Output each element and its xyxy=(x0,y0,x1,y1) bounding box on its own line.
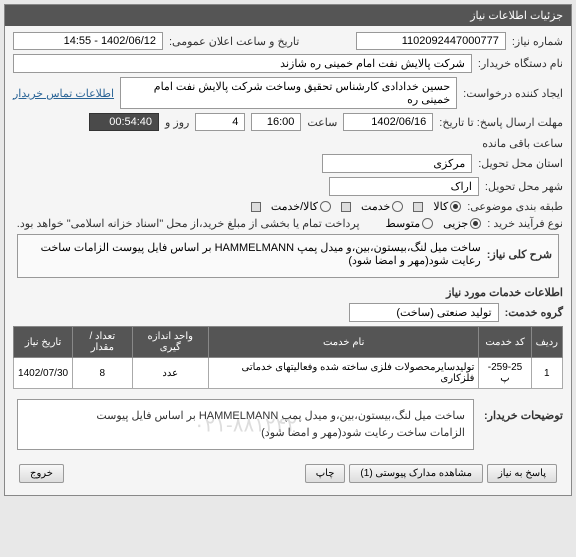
buyer-note-content: ساخت میل لنگ،بیستون،بین،و میدل پمپ HAMME… xyxy=(26,408,465,441)
print-button[interactable]: چاپ xyxy=(305,464,346,483)
purchase-note: پرداخت تمام یا بخشی از مبلغ خرید،از محل … xyxy=(17,217,360,230)
services-title: اطلاعات خدمات مورد نیاز xyxy=(13,282,563,303)
main-panel: جزئیات اطلاعات نیاز شماره نیاز: 11020924… xyxy=(4,4,572,496)
reply-button[interactable]: پاسخ به نیاز xyxy=(487,464,557,483)
requester-label: ایجاد کننده درخواست: xyxy=(463,87,563,100)
radio-medium-label: متوسط xyxy=(386,217,421,230)
buyer-note-line1: ساخت میل لنگ،بیستون،بین،و میدل پمپ HAMME… xyxy=(26,408,465,425)
need-number-label: شماره نیاز: xyxy=(512,35,563,48)
td-name: تولیدسایرمحصولات فلزی ساخته شده وفعالیته… xyxy=(208,358,479,389)
service-group-label: گروه خدمت: xyxy=(505,306,563,319)
row-buyer: نام دستگاه خریدار: شرکت پالایش نفت امام … xyxy=(13,54,563,73)
radio-service-label: خدمت xyxy=(361,200,390,213)
th-code: کد خدمت xyxy=(479,327,531,358)
box-icon-3 xyxy=(251,202,261,212)
radio-goods-service-icon xyxy=(320,201,331,212)
row-province: استان محل تحویل: مرکزی xyxy=(13,154,563,173)
row-buyer-note: توضیحات خریدار: ۰۲۱-۸۸۱۲۴۲ ساخت میل لنگ،… xyxy=(13,395,563,454)
radio-service-icon xyxy=(392,201,403,212)
td-code: 259-25-پ xyxy=(479,358,531,389)
purchase-radio-group: جزیی متوسط xyxy=(386,217,482,230)
need-number-field: 1102092447000777 xyxy=(356,32,506,50)
general-desc-section: شرح کلی نیاز: ساخت میل لنگ،بیستون،بین،و … xyxy=(17,234,559,278)
remaining-time-field: 00:54:40 xyxy=(89,113,159,131)
attachments-button[interactable]: مشاهده مدارک پیوستی (1) xyxy=(349,464,483,483)
radio-goods-service[interactable]: کالا/خدمت xyxy=(271,200,331,213)
buyer-name-label: نام دستگاه خریدار: xyxy=(478,57,563,70)
td-row: 1 xyxy=(531,358,562,389)
th-row: ردیف xyxy=(531,327,562,358)
time-label-1: ساعت xyxy=(307,116,337,129)
radio-service[interactable]: خدمت xyxy=(361,200,403,213)
radio-goods-label: کالا xyxy=(433,200,448,213)
radio-medium[interactable]: متوسط xyxy=(386,217,434,230)
button-bar: پاسخ به نیاز مشاهده مدارک پیوستی (1) چاپ… xyxy=(13,458,563,489)
td-qty: 8 xyxy=(73,358,132,389)
general-desc-label: شرح کلی نیاز: xyxy=(487,248,552,261)
radio-medium-icon xyxy=(422,218,433,229)
radio-goods-service-label: کالا/خدمت xyxy=(271,200,318,213)
requester-field: حسین خدادادی کارشناس تحقیق وساخت شرکت پا… xyxy=(120,77,457,109)
row-purchase-type: نوع فرآیند خرید : جزیی متوسط پرداخت تمام… xyxy=(13,217,563,230)
deadline-label: مهلت ارسال پاسخ: تا تاریخ: xyxy=(439,116,563,129)
table-row: 1 259-25-پ تولیدسایرمحصولات فلزی ساخته ش… xyxy=(14,358,563,389)
category-radio-group: کالا خدمت کالا/خدمت xyxy=(251,200,461,213)
contact-info-link[interactable]: اطلاعات تماس خریدار xyxy=(13,87,114,100)
province-label: استان محل تحویل: xyxy=(478,157,563,170)
city-label: شهر محل تحویل: xyxy=(485,180,563,193)
radio-goods-icon xyxy=(450,201,461,212)
buyer-name-field: شرکت پالایش نفت امام خمینی ره شازند xyxy=(13,54,472,73)
panel-header: جزئیات اطلاعات نیاز xyxy=(5,5,571,26)
row-city: شهر محل تحویل: اراک xyxy=(13,177,563,196)
radio-goods[interactable]: کالا xyxy=(433,200,461,213)
province-field: مرکزی xyxy=(322,154,472,173)
service-group-field: تولید صنعتی (ساخت) xyxy=(349,303,499,322)
radio-small-icon xyxy=(470,218,481,229)
th-name: نام خدمت xyxy=(208,327,479,358)
btn-group-left: خروج xyxy=(19,464,64,483)
row-service-group: گروه خدمت: تولید صنعتی (ساخت) xyxy=(13,303,563,322)
row-requester: ایجاد کننده درخواست: حسین خدادادی کارشنا… xyxy=(13,77,563,109)
remaining-label: ساعت باقی مانده xyxy=(482,137,563,150)
row-category: طبقه بندی موضوعی: کالا خدمت کالا/خدمت xyxy=(13,200,563,213)
purchase-type-label: نوع فرآیند خرید : xyxy=(487,217,563,230)
radio-small-label: جزیی xyxy=(443,217,468,230)
buyer-note-box: ۰۲۱-۸۸۱۲۴۲ ساخت میل لنگ،بیستون،بین،و مید… xyxy=(17,399,474,450)
general-desc-text: ساخت میل لنگ،بیستون،بین،و میدل پمپ HAMME… xyxy=(24,241,481,267)
td-date: 1402/07/30 xyxy=(14,358,73,389)
publish-datetime-label: تاریخ و ساعت اعلان عمومی: xyxy=(169,35,299,48)
category-label: طبقه بندی موضوعی: xyxy=(467,200,563,213)
publish-datetime-field: 1402/06/12 - 14:55 xyxy=(13,32,163,50)
panel-title: جزئیات اطلاعات نیاز xyxy=(470,10,563,22)
th-unit: واحد اندازه گیری xyxy=(132,327,208,358)
services-table: ردیف کد خدمت نام خدمت واحد اندازه گیری ت… xyxy=(13,326,563,389)
deadline-date-field: 1402/06/16 xyxy=(343,113,433,131)
buyer-note-line2: الزامات ساخت رعایت شود(مهر و امضا شود) xyxy=(26,425,465,442)
exit-button[interactable]: خروج xyxy=(19,464,64,483)
box-icon-1 xyxy=(413,202,423,212)
th-date: تاریخ نیاز xyxy=(14,327,73,358)
td-unit: عدد xyxy=(132,358,208,389)
days-label: روز و xyxy=(165,116,189,129)
btn-group-right: پاسخ به نیاز مشاهده مدارک پیوستی (1) چاپ xyxy=(305,464,557,483)
days-field: 4 xyxy=(195,113,245,131)
th-qty: تعداد / مقدار xyxy=(73,327,132,358)
table-header-row: ردیف کد خدمت نام خدمت واحد اندازه گیری ت… xyxy=(14,327,563,358)
box-icon-2 xyxy=(341,202,351,212)
row-need-number: شماره نیاز: 1102092447000777 تاریخ و ساع… xyxy=(13,32,563,50)
panel-body: شماره نیاز: 1102092447000777 تاریخ و ساع… xyxy=(5,26,571,495)
radio-small[interactable]: جزیی xyxy=(443,217,481,230)
row-deadline: مهلت ارسال پاسخ: تا تاریخ: 1402/06/16 سا… xyxy=(13,113,563,150)
buyer-note-label: توضیحات خریدار: xyxy=(484,395,563,422)
city-field: اراک xyxy=(329,177,479,196)
deadline-time-field: 16:00 xyxy=(251,113,301,131)
